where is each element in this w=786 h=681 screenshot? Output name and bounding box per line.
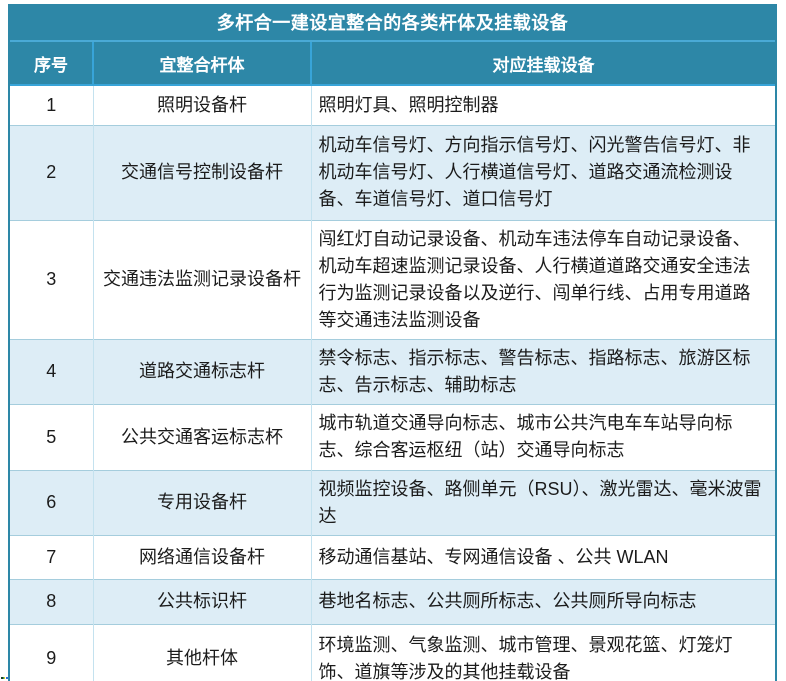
devices-cell: 城市轨道交通导向标志、城市公共汽电车车站导向标志、综合客运枢纽（站）交通导向标志: [310, 403, 775, 470]
data-table: 序号 宜整合杆体 对应挂载设备 1 照明设备杆 照明灯具、照明控制器 2 交通信…: [10, 42, 775, 681]
devices-cell: 视频监控设备、路侧单元（RSU）、激光雷达、毫米波雷达: [310, 469, 775, 535]
devices-cell: 照明灯具、照明控制器: [310, 85, 775, 125]
column-header-devices: 对应挂载设备: [310, 42, 775, 86]
table-row: 2 交通信号控制设备杆 机动车信号灯、方向指示信号灯、闪光警告信号灯、非机动车信…: [10, 124, 775, 220]
pole-type-cell: 道路交通标志杆: [92, 338, 311, 404]
pole-type-cell: 公共交通客运标志杯: [92, 403, 311, 470]
pole-type-cell: 公共标识杆: [92, 578, 311, 624]
pole-equipment-table: 多杆合一建设宜整合的各类杆体及挂载设备 序号 宜整合杆体 对应挂载设备 1 照明…: [8, 4, 777, 681]
row-number-cell: 1: [46, 94, 57, 115]
pole-type-cell: 交通信号控制设备杆: [92, 124, 311, 220]
devices-cell: 闯红灯自动记录设备、机动车违法停车自动记录设备、机动车超速监测记录设备、人行横道…: [310, 219, 775, 339]
row-number-cell: 4: [10, 338, 93, 404]
row-number-cell: 8: [10, 578, 93, 624]
row-number-cell: 9: [10, 623, 93, 681]
table-row: 5 公共交通客运标志杯 城市轨道交通导向标志、城市公共汽电车车站导向标志、综合客…: [10, 403, 775, 470]
row-number-cell: 3: [10, 219, 93, 339]
column-header-no: 序号: [10, 42, 93, 86]
table-row: 9 其他杆体 环境监测、气象监测、城市管理、景观花篮、灯笼灯饰、道旗等涉及的其他…: [10, 623, 775, 681]
header-row: 序号 宜整合杆体 对应挂载设备: [10, 42, 775, 86]
row-number-cell: 6: [10, 469, 93, 535]
table-row: 7 网络通信设备杆 移动通信基站、专网通信设备 、公共 WLAN: [10, 534, 775, 579]
table-row: 6 专用设备杆 视频监控设备、路侧单元（RSU）、激光雷达、毫米波雷达: [10, 469, 775, 535]
row-number-cell: 7: [10, 534, 93, 579]
devices-cell: 巷地名标志、公共厕所标志、公共厕所导向标志: [310, 578, 775, 624]
devices-cell: 环境监测、气象监测、城市管理、景观花篮、灯笼灯饰、道旗等涉及的其他挂载设备: [310, 623, 775, 681]
devices-cell: 机动车信号灯、方向指示信号灯、闪光警告信号灯、非机动车信号灯、人行横道信号灯、道…: [310, 124, 775, 220]
pole-type-cell: 照明设备杆: [92, 85, 311, 125]
table-row: 1 照明设备杆 照明灯具、照明控制器: [10, 85, 775, 125]
table-title: 多杆合一建设宜整合的各类杆体及挂载设备: [10, 4, 775, 42]
table-row: 3 交通违法监测记录设备杆 闯红灯自动记录设备、机动车违法停车自动记录设备、机动…: [10, 219, 775, 339]
pole-type-cell: 交通违法监测记录设备杆: [92, 219, 311, 339]
corner-pixel-artifact: [1, 677, 8, 679]
column-header-pole: 宜整合杆体: [92, 42, 311, 86]
table-header: 序号 宜整合杆体 对应挂载设备: [10, 42, 775, 86]
table-row: 8 公共标识杆 巷地名标志、公共厕所标志、公共厕所导向标志: [10, 578, 775, 624]
row-number-cell: 2: [10, 124, 93, 220]
pole-type-cell: 专用设备杆: [92, 469, 311, 535]
devices-cell: 移动通信基站、专网通信设备 、公共 WLAN: [310, 534, 775, 579]
table-body: 1 照明设备杆 照明灯具、照明控制器 2 交通信号控制设备杆 机动车信号灯、方向…: [10, 85, 775, 681]
row-number-cell: 5: [10, 403, 93, 470]
pole-type-cell: 网络通信设备杆: [92, 534, 311, 579]
devices-cell: 禁令标志、指示标志、警告标志、指路标志、旅游区标志、告示标志、辅助标志: [310, 338, 775, 404]
pole-type-cell: 其他杆体: [92, 623, 311, 681]
table-row: 4 道路交通标志杆 禁令标志、指示标志、警告标志、指路标志、旅游区标志、告示标志…: [10, 338, 775, 404]
